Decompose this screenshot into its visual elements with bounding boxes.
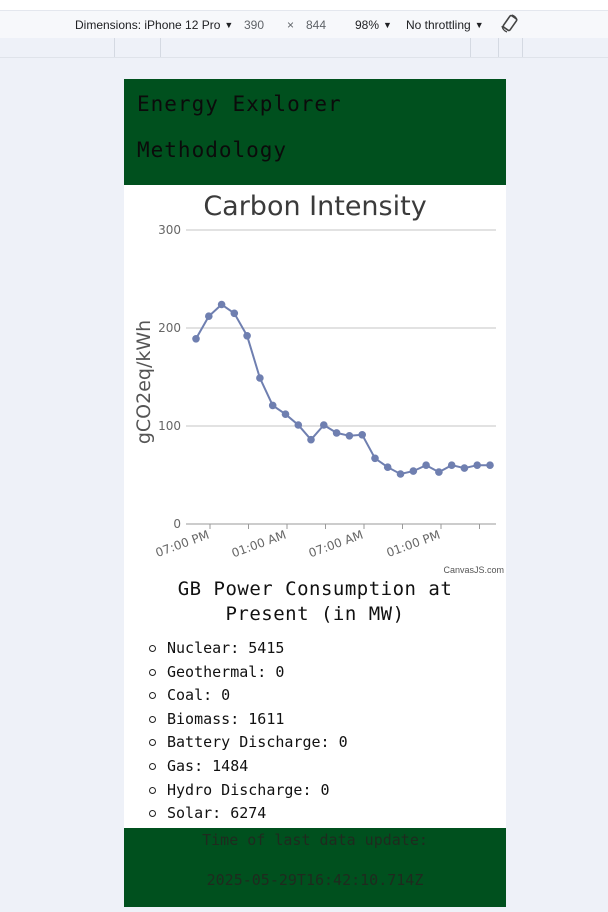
list-item: Solar: 6274: [149, 802, 348, 826]
device-viewport: Energy Explorer Methodology Carbon Inten…: [124, 79, 506, 907]
site-header: Energy Explorer Methodology: [124, 79, 506, 185]
zoom-select[interactable]: 98% ▼: [355, 16, 392, 34]
chevron-down-icon: ▼: [474, 20, 484, 30]
last-update-timestamp: 2025-05-29T16:42:10.714Z: [206, 871, 424, 889]
list-item: Hydro Discharge: 0: [149, 779, 348, 803]
chart-svg: Carbon Intensity 0 100 200 300 gCO2eq/kWh 07:0…: [133, 191, 504, 575]
data-point: [396, 470, 405, 478]
list-item-text: Gas: 1484: [167, 756, 249, 775]
bullet-icon: [149, 715, 156, 723]
x-tick-label: 07:00 AM: [307, 528, 365, 561]
data-point: [281, 410, 290, 418]
last-update-label: Time of last data update:: [202, 831, 428, 849]
list-item-text: Solar: 6274: [167, 804, 267, 823]
zoom-label: 98%: [355, 18, 380, 32]
list-item-text: Geothermal: 0: [167, 662, 285, 681]
nav-home-link[interactable]: Energy Explorer: [137, 92, 342, 116]
list-item-text: Coal: 0: [167, 686, 231, 705]
bullet-icon: [149, 786, 156, 794]
consumption-title-line1: GB Power Consumption at: [177, 578, 453, 600]
bullet-icon: [149, 668, 156, 676]
data-point: [294, 421, 303, 429]
data-point: [473, 461, 482, 470]
data-point: [256, 374, 264, 382]
bullet-icon: [149, 645, 156, 652]
list-item-text: Battery Discharge: 0: [167, 733, 348, 752]
x-tick-label: 01:00 PM: [385, 528, 442, 560]
list-item: Battery Discharge: 0: [149, 731, 348, 755]
carbon-intensity-chart: Carbon Intensity 0 100 200 300 gCO2eq/kWh 07:0…: [124, 185, 506, 575]
list-item: Coal: 0: [149, 684, 348, 708]
devtools-toolbar: Dimensions: iPhone 12 Pro ▼ 390 × 844 98%…: [0, 0, 608, 39]
data-point: [205, 312, 213, 320]
height-input[interactable]: 844: [306, 18, 327, 32]
ruler-segment: [114, 38, 115, 57]
data-point: [243, 332, 251, 340]
bullet-icon: [149, 762, 156, 770]
consumption-list: Nuclear: 5415 Geothermal: 0 Coal: 0 Biom…: [149, 637, 348, 826]
list-item: Geothermal: 0: [149, 661, 348, 685]
data-point: [358, 431, 366, 439]
data-point: [383, 463, 392, 472]
series-line: [195, 303, 490, 476]
data-point: [332, 429, 341, 437]
site-footer: Time of last data update: 2025-05-29T16:…: [124, 828, 506, 907]
list-item-text: Biomass: 1611: [167, 709, 285, 728]
list-item-text: Hydro Discharge: 0: [167, 780, 330, 799]
data-point: [371, 454, 379, 463]
chevron-down-icon: ▼: [383, 20, 392, 30]
y-axis-label: gCO2eq/kWh: [133, 320, 155, 444]
chart-credit: CanvasJS.com: [443, 565, 504, 575]
x-tick-label: 07:00 PM: [154, 528, 211, 560]
throttling-select[interactable]: No throttling ▼: [406, 16, 484, 34]
y-tick-label: 200: [158, 321, 181, 335]
data-point: [345, 432, 354, 440]
data-point: [435, 468, 443, 476]
dimension-separator: ×: [287, 18, 295, 32]
devtools-toolbar-strip: [0, 10, 608, 39]
data-point: [409, 467, 418, 475]
x-tick-label: 01:00 AM: [230, 528, 288, 561]
throttling-label: No throttling: [406, 18, 471, 32]
consumption-title: GB Power Consumption at Present (in MW): [124, 577, 506, 627]
y-tick-label: 300: [158, 223, 181, 237]
chevron-down-icon: ▼: [224, 20, 234, 30]
list-item: Nuclear: 5415: [149, 637, 348, 661]
list-item: Gas: 1484: [149, 755, 348, 779]
data-point: [230, 309, 239, 318]
rotate-button[interactable]: [501, 14, 519, 39]
ruler-segment: [498, 38, 499, 57]
list-item: Biomass: 1611: [149, 708, 348, 732]
chart-title: Carbon Intensity: [203, 191, 426, 222]
bullet-icon: [149, 692, 156, 700]
data-point: [217, 300, 226, 309]
consumption-title-line2: Present (in MW): [225, 603, 405, 625]
data-point: [268, 401, 277, 410]
data-point: [192, 335, 200, 343]
bullet-icon: [149, 739, 156, 747]
data-point: [320, 421, 328, 429]
ruler-segment: [160, 38, 161, 57]
ruler-segment: [522, 38, 523, 57]
y-tick-label: 100: [158, 419, 181, 433]
bullet-icon: [149, 810, 156, 818]
ruler-segment: [470, 38, 471, 57]
device-ruler: [0, 38, 608, 58]
width-input[interactable]: 390: [244, 18, 265, 32]
device-select[interactable]: Dimensions: iPhone 12 Pro ▼: [75, 16, 233, 34]
rotate-icon: [501, 14, 518, 33]
data-point: [486, 461, 494, 470]
list-item-text: Nuclear: 5415: [167, 639, 285, 657]
data-point: [460, 464, 469, 472]
nav-methodology-link[interactable]: Methodology: [137, 138, 288, 162]
data-point: [422, 461, 430, 470]
y-tick-label: 0: [173, 517, 181, 531]
data-point: [307, 435, 315, 444]
device-label: Dimensions: iPhone 12 Pro: [75, 18, 221, 32]
data-point: [447, 461, 456, 470]
